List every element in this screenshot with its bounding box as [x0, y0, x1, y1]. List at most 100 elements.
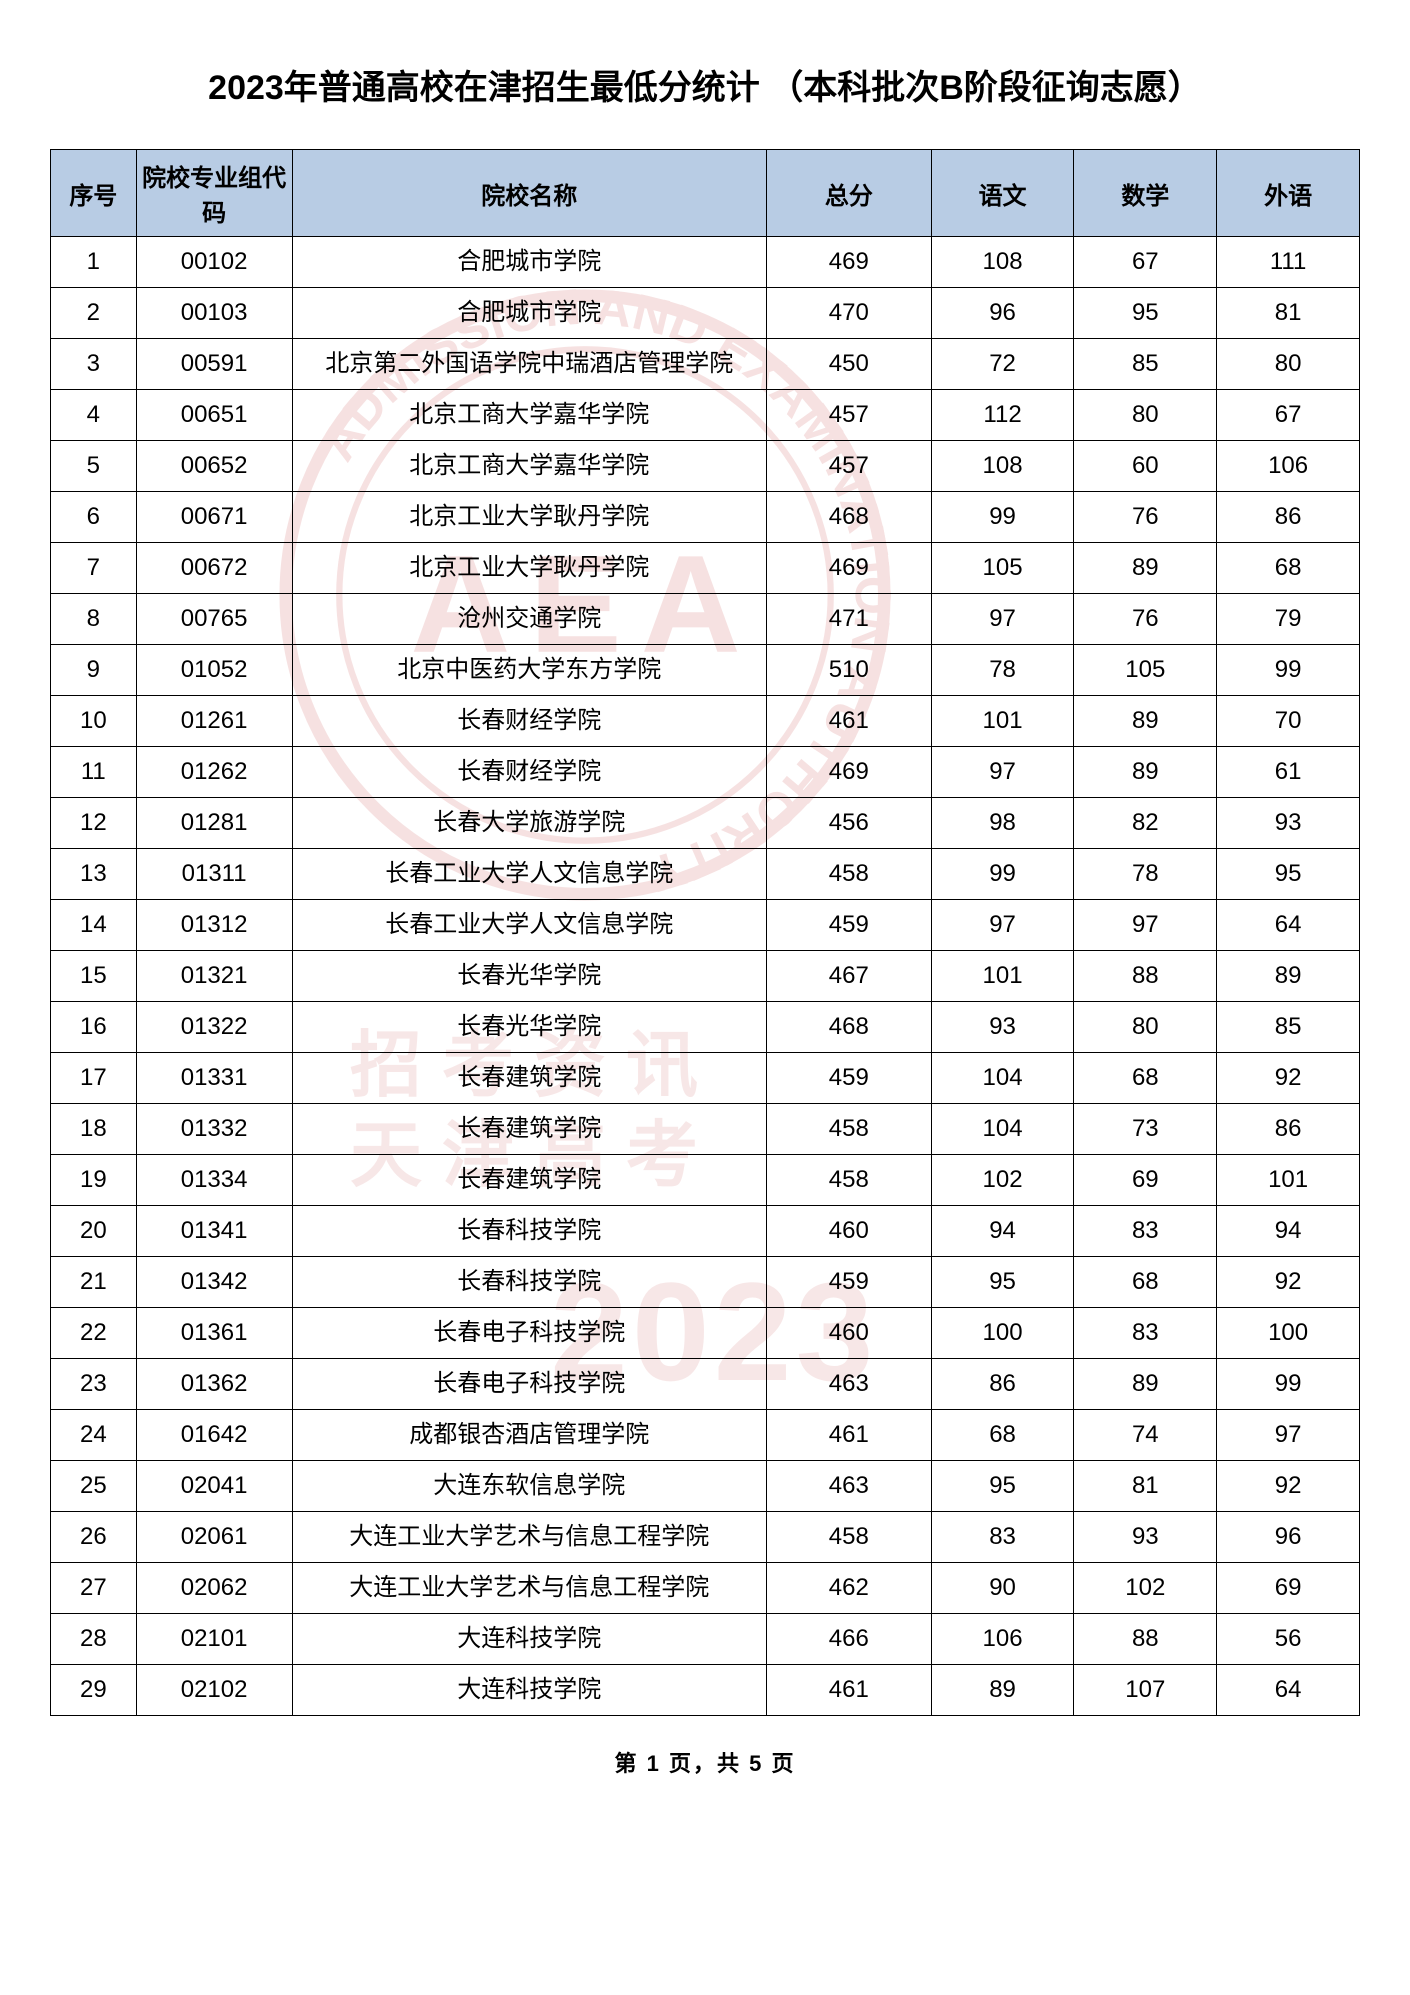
- cell-chinese: 86: [931, 1359, 1074, 1410]
- table-header-row: 序号 院校专业组代码 院校名称 总分 语文 数学 外语: [51, 150, 1360, 237]
- col-header-name: 院校名称: [292, 150, 766, 237]
- cell-math: 76: [1074, 492, 1217, 543]
- cell-total: 457: [766, 390, 931, 441]
- cell-code: 02041: [136, 1461, 292, 1512]
- cell-seq: 18: [51, 1104, 137, 1155]
- cell-seq: 25: [51, 1461, 137, 1512]
- cell-seq: 6: [51, 492, 137, 543]
- footer-page: 1: [647, 1751, 661, 1776]
- cell-code: 02102: [136, 1665, 292, 1716]
- cell-foreign: 61: [1217, 747, 1360, 798]
- table-row: 2602061大连工业大学艺术与信息工程学院458839396: [51, 1512, 1360, 1563]
- cell-total: 457: [766, 441, 931, 492]
- table-row: 1901334长春建筑学院45810269101: [51, 1155, 1360, 1206]
- cell-foreign: 80: [1217, 339, 1360, 390]
- cell-math: 81: [1074, 1461, 1217, 1512]
- cell-code: 00671: [136, 492, 292, 543]
- table-row: 1101262长春财经学院469978961: [51, 747, 1360, 798]
- table-row: 2702062大连工业大学艺术与信息工程学院4629010269: [51, 1563, 1360, 1614]
- cell-seq: 28: [51, 1614, 137, 1665]
- cell-math: 107: [1074, 1665, 1217, 1716]
- cell-code: 01311: [136, 849, 292, 900]
- cell-name: 长春建筑学院: [292, 1155, 766, 1206]
- cell-code: 00651: [136, 390, 292, 441]
- footer-total: 5: [749, 1751, 763, 1776]
- cell-code: 01312: [136, 900, 292, 951]
- cell-chinese: 99: [931, 492, 1074, 543]
- cell-foreign: 92: [1217, 1257, 1360, 1308]
- table-row: 1001261长春财经学院4611018970: [51, 696, 1360, 747]
- cell-chinese: 78: [931, 645, 1074, 696]
- cell-name: 合肥城市学院: [292, 288, 766, 339]
- cell-name: 大连东软信息学院: [292, 1461, 766, 1512]
- cell-code: 00102: [136, 237, 292, 288]
- cell-code: 00103: [136, 288, 292, 339]
- cell-seq: 26: [51, 1512, 137, 1563]
- cell-name: 北京工业大学耿丹学院: [292, 492, 766, 543]
- cell-name: 北京工商大学嘉华学院: [292, 390, 766, 441]
- cell-code: 01261: [136, 696, 292, 747]
- cell-chinese: 108: [931, 441, 1074, 492]
- table-row: 1601322长春光华学院468938085: [51, 1002, 1360, 1053]
- cell-name: 合肥城市学院: [292, 237, 766, 288]
- cell-total: 458: [766, 849, 931, 900]
- cell-code: 02101: [136, 1614, 292, 1665]
- table-row: 300591北京第二外国语学院中瑞酒店管理学院450728580: [51, 339, 1360, 390]
- cell-foreign: 111: [1217, 237, 1360, 288]
- cell-foreign: 96: [1217, 1512, 1360, 1563]
- cell-seq: 10: [51, 696, 137, 747]
- cell-math: 68: [1074, 1053, 1217, 1104]
- cell-total: 463: [766, 1461, 931, 1512]
- cell-name: 长春工业大学人文信息学院: [292, 849, 766, 900]
- table-row: 1801332长春建筑学院4581047386: [51, 1104, 1360, 1155]
- cell-code: 01262: [136, 747, 292, 798]
- cell-seq: 2: [51, 288, 137, 339]
- cell-foreign: 81: [1217, 288, 1360, 339]
- cell-code: 02062: [136, 1563, 292, 1614]
- table-row: 200103合肥城市学院470969581: [51, 288, 1360, 339]
- cell-seq: 12: [51, 798, 137, 849]
- cell-code: 01281: [136, 798, 292, 849]
- cell-total: 471: [766, 594, 931, 645]
- cell-math: 93: [1074, 1512, 1217, 1563]
- cell-chinese: 93: [931, 1002, 1074, 1053]
- cell-name: 沧州交通学院: [292, 594, 766, 645]
- cell-seq: 21: [51, 1257, 137, 1308]
- cell-total: 468: [766, 1002, 931, 1053]
- table-row: 1201281长春大学旅游学院456988293: [51, 798, 1360, 849]
- cell-foreign: 56: [1217, 1614, 1360, 1665]
- cell-foreign: 97: [1217, 1410, 1360, 1461]
- cell-name: 长春工业大学人文信息学院: [292, 900, 766, 951]
- col-header-chinese: 语文: [931, 150, 1074, 237]
- score-table: 序号 院校专业组代码 院校名称 总分 语文 数学 外语 100102合肥城市学院…: [50, 149, 1360, 1716]
- cell-foreign: 93: [1217, 798, 1360, 849]
- cell-total: 468: [766, 492, 931, 543]
- cell-seq: 27: [51, 1563, 137, 1614]
- cell-total: 461: [766, 1410, 931, 1461]
- cell-math: 89: [1074, 1359, 1217, 1410]
- cell-seq: 20: [51, 1206, 137, 1257]
- cell-seq: 11: [51, 747, 137, 798]
- cell-chinese: 83: [931, 1512, 1074, 1563]
- cell-seq: 1: [51, 237, 137, 288]
- cell-foreign: 68: [1217, 543, 1360, 594]
- cell-math: 83: [1074, 1206, 1217, 1257]
- cell-name: 长春光华学院: [292, 1002, 766, 1053]
- cell-seq: 16: [51, 1002, 137, 1053]
- cell-foreign: 92: [1217, 1053, 1360, 1104]
- table-row: 2902102大连科技学院4618910764: [51, 1665, 1360, 1716]
- cell-math: 102: [1074, 1563, 1217, 1614]
- cell-seq: 14: [51, 900, 137, 951]
- cell-name: 长春大学旅游学院: [292, 798, 766, 849]
- cell-foreign: 67: [1217, 390, 1360, 441]
- cell-total: 456: [766, 798, 931, 849]
- cell-total: 459: [766, 1053, 931, 1104]
- cell-foreign: 99: [1217, 645, 1360, 696]
- cell-chinese: 97: [931, 900, 1074, 951]
- table-row: 2301362长春电子科技学院463868999: [51, 1359, 1360, 1410]
- cell-chinese: 89: [931, 1665, 1074, 1716]
- cell-foreign: 106: [1217, 441, 1360, 492]
- cell-chinese: 105: [931, 543, 1074, 594]
- cell-chinese: 98: [931, 798, 1074, 849]
- table-row: 600671北京工业大学耿丹学院468997686: [51, 492, 1360, 543]
